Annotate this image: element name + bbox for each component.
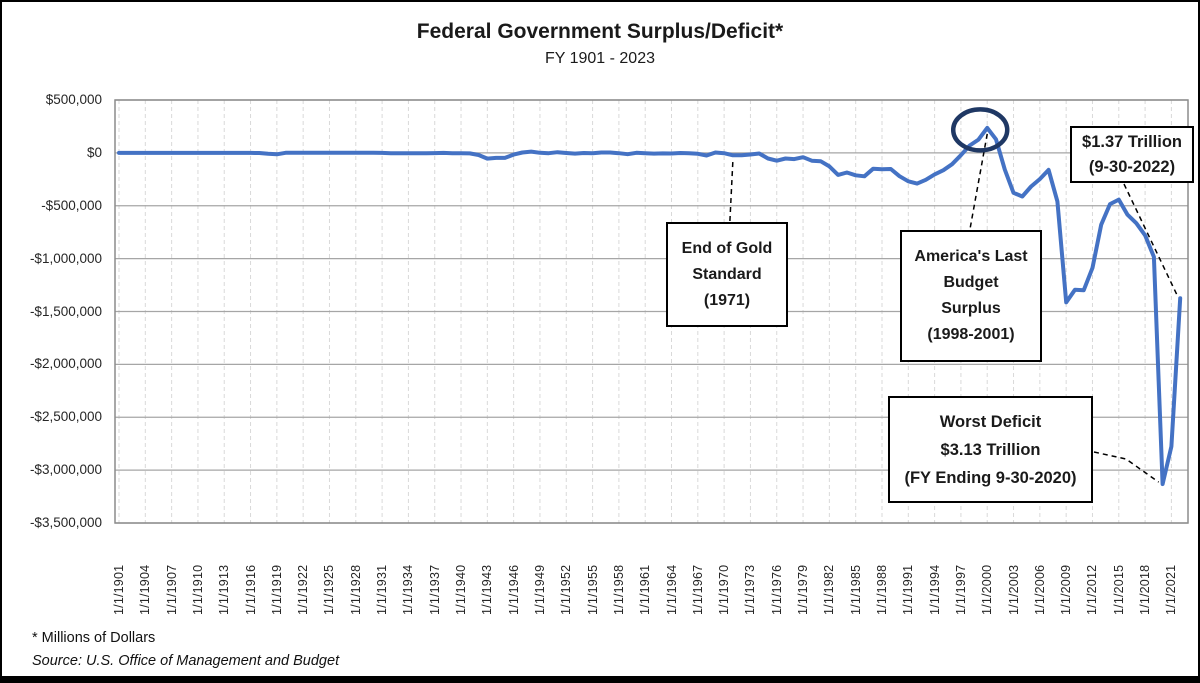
x-axis-tick-label: 1/1/1934 (401, 564, 416, 615)
annotation-137-trillion: $1.37 Trillion (9-30-2022) (1070, 126, 1194, 183)
x-axis-tick-label: 1/1/1928 (348, 564, 363, 615)
source-footnote: Source: U.S. Office of Management and Bu… (32, 653, 340, 669)
x-axis-tick-label: 1/1/1916 (243, 564, 258, 615)
x-axis-tick-label: 1/1/1991 (901, 564, 916, 615)
x-axis-tick-label: 1/1/2003 (1006, 564, 1021, 615)
x-axis-tick-label: 1/1/2009 (1059, 564, 1074, 615)
y-axis-tick-label: -$2,000,000 (29, 356, 102, 372)
annotation-text-line: (1971) (703, 291, 751, 309)
x-axis-tick-label: 1/1/1901 (112, 564, 126, 615)
y-axis-tick-label: -$2,500,000 (29, 409, 102, 425)
annotation-text-line: Standard (692, 265, 762, 283)
x-axis-tick-label: 1/1/1961 (638, 564, 653, 615)
x-axis-tick-label: 1/1/1976 (769, 564, 784, 615)
x-axis-tick-label: 1/1/1925 (322, 564, 337, 615)
x-axis-tick-label: 1/1/1952 (559, 564, 574, 615)
x-axis-tick-label: 1/1/2021 (1164, 564, 1179, 615)
x-axis-tick-label: 1/1/1904 (138, 564, 153, 615)
annotation-last-budget-surplus: America's Last Budget Surplus (1998-2001… (900, 230, 1042, 362)
x-axis-tick-label: 1/1/2018 (1138, 564, 1153, 615)
y-axis-tick-label: -$3,000,000 (29, 462, 102, 478)
y-axis-tick-label: -$1,500,000 (29, 303, 102, 319)
x-axis-tick-label: 1/1/1958 (611, 564, 626, 615)
annotation-text-line: $1.37 Trillion (1082, 132, 1182, 151)
x-axis-tick-label: 1/1/1922 (296, 564, 311, 615)
annotation-text-line: (FY Ending 9-30-2020) (904, 468, 1077, 487)
annotation-text-line: (9-30-2022) (1088, 157, 1176, 176)
annotation-text-line: Surplus (941, 300, 1001, 317)
x-axis-tick-label: 1/1/1979 (796, 564, 811, 615)
annotation-end-of-gold-standard: End of Gold Standard (1971) (666, 222, 788, 327)
units-footnote: * Millions of Dollars (32, 630, 156, 646)
x-axis-tick-label: 1/1/1910 (190, 564, 205, 615)
chart-subtitle: FY 1901 - 2023 (544, 50, 655, 67)
x-axis-tick-label: 1/1/1940 (454, 564, 469, 615)
x-axis-tick-label: 1/1/1919 (269, 564, 284, 615)
x-axis-tick-label: 1/1/1907 (164, 564, 179, 615)
annotation-text-line: $3.13 Trillion (940, 440, 1041, 459)
annotation-text-line: Worst Deficit (939, 412, 1042, 431)
x-axis-tick-label: 1/1/1931 (375, 564, 390, 615)
x-axis-tick-label: 1/1/2015 (1111, 564, 1126, 615)
x-axis-tick-label: 1/1/2012 (1085, 564, 1100, 615)
annotation-worst-deficit: Worst Deficit $3.13 Trillion (FY Ending … (888, 396, 1093, 503)
x-axis-tick-label: 1/1/1988 (874, 564, 889, 615)
x-axis-tick-label: 1/1/1955 (585, 564, 600, 615)
x-axis-tick-label: 1/1/2006 (1032, 564, 1047, 615)
x-axis-tick-label: 1/1/1943 (480, 564, 495, 615)
x-axis-tick-label: 1/1/1964 (664, 564, 679, 615)
x-axis-tick-label: 1/1/1970 (717, 564, 732, 615)
x-axis-tick-label: 1/1/1949 (532, 564, 547, 615)
x-axis-tick-label: 1/1/1973 (743, 564, 758, 615)
x-axis-tick-label: 1/1/1982 (822, 564, 837, 615)
annotation-text-line: End of Gold (681, 239, 773, 257)
x-axis-tick-label: 1/1/1946 (506, 564, 521, 615)
x-axis-tick-label: 1/1/1985 (848, 564, 863, 615)
y-axis-tick-label: $500,000 (45, 92, 102, 107)
x-axis-tick-label: 1/1/2000 (980, 564, 995, 615)
x-axis-tick-label: 1/1/1997 (953, 564, 968, 615)
x-axis-tick-label: 1/1/1937 (427, 564, 442, 615)
y-axis-tick-label: $0 (86, 144, 102, 160)
chart-title: Federal Government Surplus/Deficit* (416, 20, 784, 43)
x-axis-tick-label: 1/1/1967 (690, 564, 705, 615)
x-axis-tick-label: 1/1/1913 (217, 564, 232, 615)
y-axis-tick-label: -$3,500,000 (29, 515, 102, 530)
x-axis-tick-label: 1/1/1994 (927, 564, 942, 615)
annotation-text-line: America's Last (914, 248, 1028, 265)
y-axis-tick-label: -$1,000,000 (29, 250, 102, 266)
annotation-text-line: (1998-2001) (927, 326, 1015, 343)
y-axis-tick-label: -$500,000 (41, 197, 102, 213)
annotation-text-line: Budget (943, 274, 999, 291)
